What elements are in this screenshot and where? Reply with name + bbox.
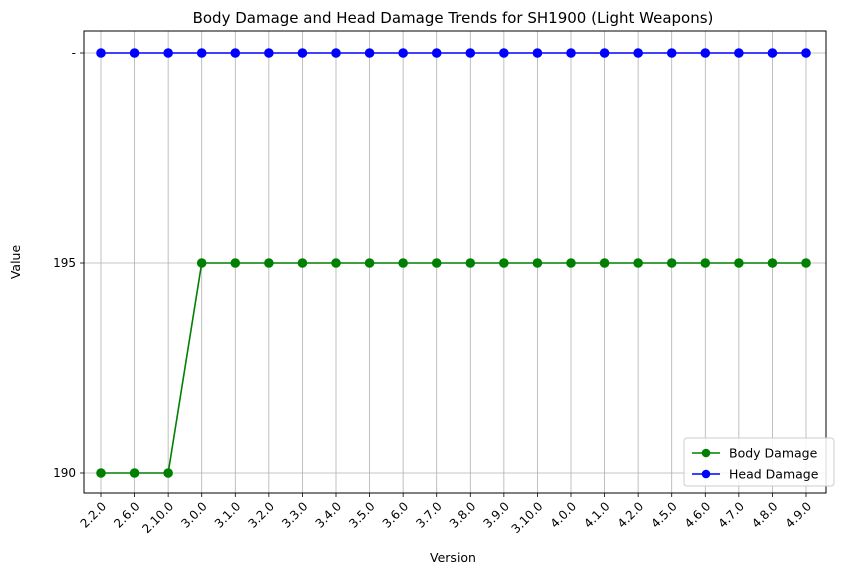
head-damage-point [666,48,677,58]
body-damage-point [566,258,576,268]
y-tick-label: 195 [53,256,76,270]
head-damage-point [599,48,610,58]
head-damage-point [566,48,576,58]
y-axis-ticks: 190 195 - [53,46,84,480]
body-damage-point [163,468,173,478]
y-tick-label: - [72,46,76,60]
x-tick-label: 2.6.0 [111,499,142,530]
body-damage-line [101,262,806,474]
body-damage-point [398,258,408,268]
head-damage-point [700,48,711,58]
y-axis-label: Value [8,245,23,280]
head-damage-point [767,48,778,58]
legend: Body Damage Head Damage [683,437,835,487]
head-damage-point [734,48,744,58]
body-damage-point [364,258,375,268]
head-damage-point [331,48,341,58]
x-tick-label: 3.10.0 [509,499,546,536]
body-damage-legend-label: Body Damage [729,446,818,461]
x-tick-label: 4.8.0 [749,499,780,530]
x-tick-label: 4.6.0 [682,499,713,530]
head-damage-point [297,48,308,58]
body-damage-point [465,258,476,268]
x-tick-label: 3.1.0 [212,499,243,530]
x-tick-label: 4.2.0 [615,499,646,530]
body-damage-point [734,258,744,268]
head-damage-point [499,48,509,58]
head-damage-point [431,48,442,58]
body-damage-point [129,468,140,478]
body-damage-point [96,468,106,478]
body-damage-point [767,258,778,268]
plot-frame [83,30,827,494]
body-damage-point [196,258,207,268]
body-damage-point [633,258,643,268]
chart-title: Body Damage and Head Damage Trends for S… [193,9,714,27]
head-damage-point [163,48,173,58]
x-axis-ticks: 2.2.0 2.6.02.10.0 3.0.0 3.1.0 3.2.0 3.3.0 3.4.… [78,493,814,536]
x-tick-label: 3.8.0 [447,499,478,530]
head-damage-point [465,48,476,58]
body-damage-point [297,258,308,268]
legend-box [683,437,835,487]
head-damage-point [364,48,375,58]
x-tick-label: 4.7.0 [715,499,746,530]
x-tick-label: 4.9.0 [783,499,814,530]
head-damage-point [96,48,106,58]
head-damage-point [801,48,811,58]
body-damage-point [599,258,610,268]
head-damage-point [129,48,140,58]
x-tick-label: 2.10.0 [139,499,176,536]
x-axis-label: Version [430,550,476,565]
x-tick-label: 3.2.0 [245,499,276,530]
x-tick-label: 3.4.0 [313,499,344,530]
body-damage-point [801,258,811,268]
body-damage-point [532,258,543,268]
head-damage-point [633,48,643,58]
head-damage-point [264,48,274,58]
x-tick-label: 3.0.0 [178,499,209,530]
body-damage-point [666,258,677,268]
head-damage-point [532,48,543,58]
head-damage-point [196,48,207,58]
head-damage-point [230,48,241,58]
x-tick-label: 4.0.0 [548,499,579,530]
body-damage-point [499,258,509,268]
x-tick-label: 3.5.0 [346,499,377,530]
body-damage-point [264,258,274,268]
body-damage-point [230,258,241,268]
x-tick-label: 3.9.0 [480,499,511,530]
body-damage-point [700,258,711,268]
x-tick-label: 2.2.0 [78,499,109,530]
x-tick-label: 4.1.0 [581,499,612,530]
series-layer [96,48,811,478]
grid-layer [84,31,826,493]
x-tick-label: 3.3.0 [279,499,310,530]
body-damage-point [331,258,341,268]
head-damage-legend-label: Head Damage [729,467,819,482]
body-damage-legend-marker [701,448,711,458]
body-damage-point [431,258,442,268]
y-tick-label: 190 [53,466,76,480]
x-tick-label: 3.6.0 [380,499,411,530]
head-damage-legend-marker [701,469,711,479]
x-tick-label: 3.7.0 [413,499,444,530]
head-damage-point [398,48,408,58]
x-tick-label: 4.5.0 [648,499,679,530]
